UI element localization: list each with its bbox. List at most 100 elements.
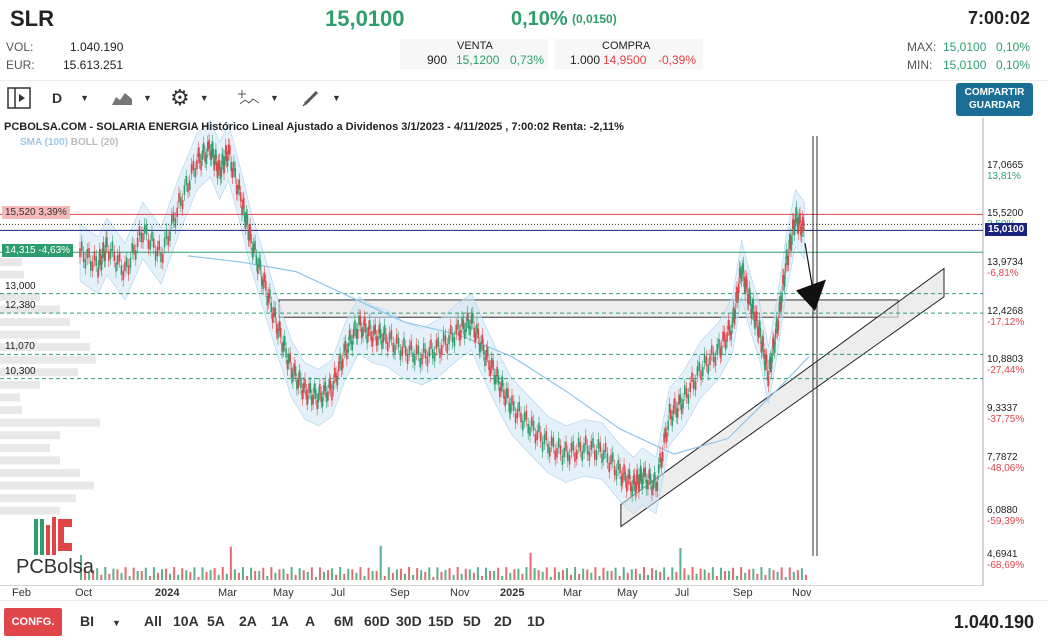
panel-toggle-icon bbox=[7, 87, 31, 109]
candle-body bbox=[439, 348, 441, 358]
range-button-2a[interactable]: 2A bbox=[239, 613, 257, 629]
candle-body bbox=[180, 196, 182, 207]
last-price: 15,0100 bbox=[325, 6, 405, 31]
candle-body bbox=[462, 319, 465, 329]
price-chart[interactable] bbox=[0, 118, 1048, 586]
candle-body bbox=[511, 395, 513, 405]
volume-bar bbox=[752, 568, 755, 580]
range-button-60d[interactable]: 60D bbox=[364, 613, 390, 629]
candle-body bbox=[105, 237, 107, 247]
candle-body bbox=[786, 255, 789, 266]
range-button-2d[interactable]: 2D bbox=[494, 613, 512, 629]
y-tick-label: 17,0665 bbox=[987, 159, 1024, 171]
volume-bar bbox=[679, 548, 682, 580]
sma-line bbox=[187, 255, 810, 455]
candle-body bbox=[759, 327, 762, 338]
range-button-all[interactable]: All bbox=[144, 613, 162, 629]
range-button-6m[interactable]: 6M bbox=[334, 613, 354, 629]
range-button-5d[interactable]: 5D bbox=[463, 613, 481, 629]
venta-label: VENTA bbox=[457, 40, 493, 52]
candle-body bbox=[666, 432, 668, 443]
candle-body bbox=[369, 320, 371, 330]
candle-body bbox=[117, 255, 119, 265]
drawing-tools-select[interactable]: ▼ bbox=[302, 87, 341, 109]
compra-box: COMPRA 1.000 14,9500 -0,39% bbox=[555, 39, 703, 69]
y-tick-label: 15,5200 bbox=[987, 208, 1024, 220]
chart-type-select[interactable]: ▼ bbox=[111, 87, 152, 109]
candle-body bbox=[252, 243, 255, 254]
range-button-5a[interactable]: 5A bbox=[207, 613, 225, 629]
candle-body bbox=[509, 404, 512, 414]
volume-bar bbox=[412, 574, 415, 580]
candle-body bbox=[473, 327, 475, 338]
x-tick-label: May bbox=[617, 587, 638, 599]
candle-body bbox=[659, 453, 661, 463]
y-tick-pct: -68,69% bbox=[987, 560, 1025, 571]
volume-profile-bar bbox=[0, 481, 94, 490]
candle-body bbox=[149, 240, 151, 250]
chart-title: PCBOLSA.COM - SOLARIA ENERGIA Histórico … bbox=[4, 121, 624, 133]
bi-select[interactable]: BI ▼ bbox=[80, 613, 121, 629]
range-button-15d[interactable]: 15D bbox=[428, 613, 454, 629]
candle-body bbox=[576, 449, 578, 460]
candle-body bbox=[356, 329, 359, 339]
candle-body bbox=[773, 340, 775, 350]
candle-body bbox=[648, 469, 651, 479]
volume-bar bbox=[282, 568, 285, 580]
settings-select[interactable]: ⚙ ▼ bbox=[170, 85, 209, 110]
range-button-a[interactable]: A bbox=[305, 613, 316, 629]
share-save-button[interactable]: COMPARTIR GUARDAR bbox=[956, 83, 1033, 116]
candle-body bbox=[628, 469, 631, 480]
volume-profile-bar bbox=[0, 292, 40, 301]
candle-body bbox=[113, 251, 115, 261]
candle-body bbox=[126, 257, 128, 268]
candle-body bbox=[300, 378, 302, 389]
candle-body bbox=[523, 412, 526, 422]
chevron-down-icon: ▼ bbox=[199, 93, 209, 103]
volume-bar bbox=[606, 570, 609, 580]
candle-body bbox=[594, 450, 596, 460]
range-button-1d[interactable]: 1D bbox=[527, 613, 545, 629]
candle-body bbox=[635, 481, 637, 492]
candle-body bbox=[200, 160, 202, 171]
candle-body bbox=[763, 349, 765, 360]
candle-body bbox=[791, 235, 793, 245]
sidebar-toggle-button[interactable] bbox=[6, 87, 32, 109]
volume-bar bbox=[647, 574, 649, 580]
candle-body bbox=[687, 394, 690, 404]
x-tick-label: Nov bbox=[792, 587, 812, 599]
range-button-1a[interactable]: 1A bbox=[271, 613, 289, 629]
candle-body bbox=[332, 380, 335, 391]
candle-body bbox=[176, 207, 178, 218]
indicators-select[interactable]: ▼ bbox=[238, 87, 279, 109]
candle-body bbox=[243, 197, 245, 208]
vol-label: VOL: bbox=[6, 40, 34, 54]
volume-profile-bar bbox=[0, 258, 22, 267]
candle-body bbox=[265, 281, 267, 291]
config-button[interactable]: CONFG. bbox=[4, 608, 62, 636]
period-select[interactable]: D ▼ bbox=[52, 87, 89, 109]
volume-profile-bar bbox=[0, 443, 50, 452]
candle-body bbox=[481, 334, 484, 345]
volume-bar bbox=[780, 567, 783, 580]
candle-body bbox=[765, 355, 768, 365]
candle-body bbox=[768, 359, 771, 370]
logo-mark-icon bbox=[34, 517, 72, 555]
candle-body bbox=[90, 261, 92, 271]
range-button-10a[interactable]: 10A bbox=[173, 613, 199, 629]
candle-body bbox=[801, 227, 803, 237]
volume-bar bbox=[667, 576, 670, 580]
candle-body bbox=[298, 370, 301, 380]
candle-body bbox=[254, 240, 256, 251]
candle-body bbox=[169, 231, 171, 241]
candle-body bbox=[574, 452, 576, 462]
candle-body bbox=[720, 345, 723, 356]
range-button-30d[interactable]: 30D bbox=[396, 613, 422, 629]
volume-bar bbox=[359, 567, 362, 580]
candle-body bbox=[775, 318, 778, 328]
candle-body bbox=[469, 325, 471, 336]
candle-body bbox=[174, 218, 177, 228]
volume-bar bbox=[152, 567, 155, 580]
candle-body bbox=[437, 337, 439, 348]
candle-body bbox=[218, 159, 221, 170]
